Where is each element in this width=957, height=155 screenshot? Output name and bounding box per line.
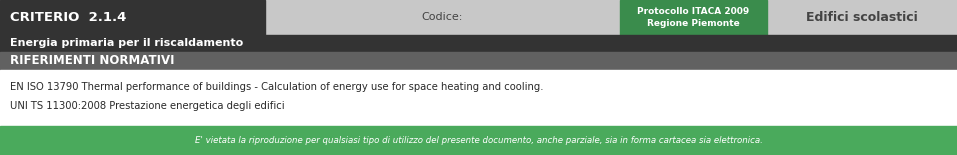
Bar bbox=[0, 126, 957, 155]
Text: UNI TS 11300:2008 Prestazione energetica degli edifici: UNI TS 11300:2008 Prestazione energetica… bbox=[10, 101, 284, 111]
Text: EN ISO 13790 Thermal performance of buildings - Calculation of energy use for sp: EN ISO 13790 Thermal performance of buil… bbox=[10, 82, 544, 92]
Bar bbox=[0, 70, 957, 122]
Text: CRITERIO  2.1.4: CRITERIO 2.1.4 bbox=[10, 11, 126, 24]
Bar bbox=[0, 0, 265, 35]
Text: RIFERIMENTI NORMATIVI: RIFERIMENTI NORMATIVI bbox=[10, 55, 174, 67]
Bar bbox=[0, 52, 957, 70]
Bar bbox=[620, 0, 767, 35]
Bar bbox=[0, 0, 957, 35]
Bar bbox=[0, 35, 957, 52]
Text: Energia primaria per il riscaldamento: Energia primaria per il riscaldamento bbox=[10, 38, 243, 49]
Text: E' vietata la riproduzione per qualsiasi tipo di utilizzo del presente documento: E' vietata la riproduzione per qualsiasi… bbox=[194, 136, 763, 145]
Text: Regione Piemonte: Regione Piemonte bbox=[647, 19, 740, 28]
Text: Protocollo ITACA 2009: Protocollo ITACA 2009 bbox=[637, 7, 749, 16]
Text: Codice:: Codice: bbox=[422, 13, 463, 22]
Text: Edifici scolastici: Edifici scolastici bbox=[806, 11, 918, 24]
Bar bbox=[0, 122, 957, 126]
